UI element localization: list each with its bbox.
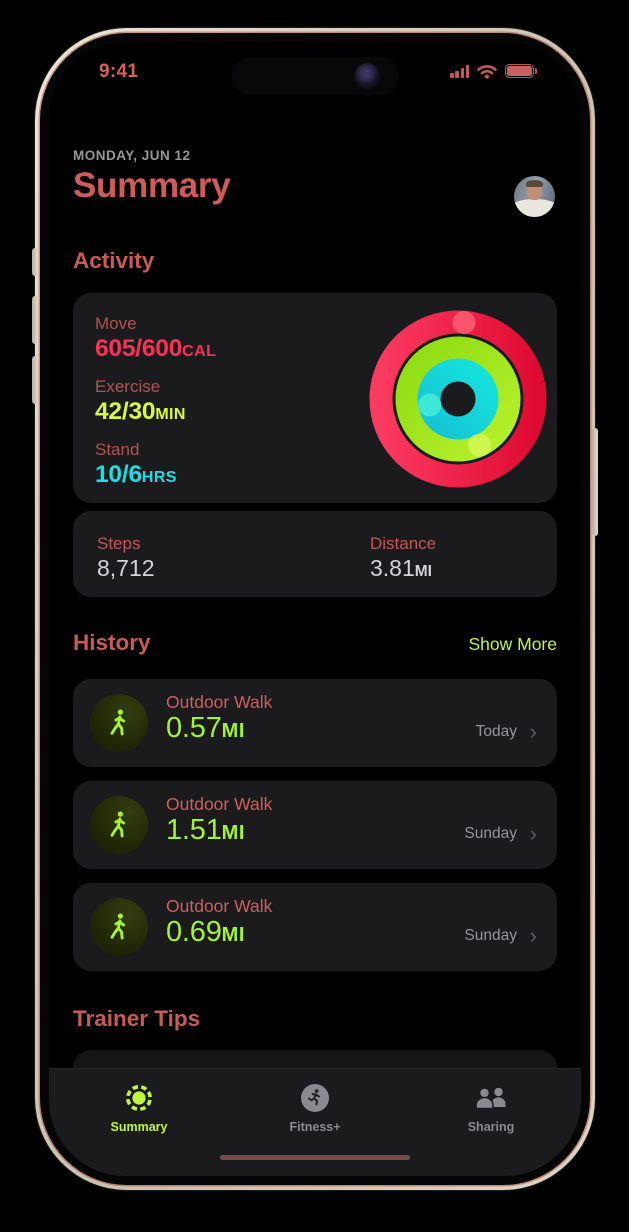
distance-stat: Distance 3.81MI (370, 533, 436, 586)
show-more-button[interactable]: Show More (468, 634, 557, 654)
page-title: Summary (73, 166, 231, 205)
tab-summary[interactable]: Summary (79, 1081, 199, 1134)
phone-bezel: 9:41 MONDAY, JUN 12 (40, 33, 590, 1185)
walk-icon (90, 694, 148, 752)
activity-metrics: Move 605/600CAL Exercise 42/30MIN Stand … (95, 313, 216, 502)
volume-down-button[interactable] (32, 356, 38, 404)
steps-stat: Steps 8,712 (97, 533, 155, 586)
move-metric: Move 605/600CAL (95, 313, 216, 367)
exercise-unit: MIN (155, 406, 186, 423)
workout-type: Outdoor Walk (166, 794, 273, 814)
workout-unit: MI (221, 924, 245, 946)
home-indicator[interactable] (220, 1155, 410, 1160)
chevron-right-icon: › (529, 719, 537, 744)
sharing-people-icon (473, 1081, 509, 1115)
workout-type: Outdoor Walk (166, 896, 273, 916)
dynamic-island (231, 57, 399, 95)
stand-ring-cap (418, 393, 442, 417)
phone-frame: 9:41 MONDAY, JUN 12 (32, 28, 598, 1190)
volume-up-button[interactable] (32, 296, 38, 344)
screen: 9:41 MONDAY, JUN 12 (49, 42, 581, 1176)
tab-sharing[interactable]: Sharing (431, 1081, 551, 1134)
tab-label: Fitness+ (289, 1120, 341, 1134)
workout-when: Sunday (464, 825, 517, 842)
tab-label: Summary (110, 1120, 168, 1134)
workout-row[interactable]: Outdoor Walk 0.69MI Sunday › (73, 883, 557, 971)
exercise-value: 42/30 (95, 398, 156, 425)
action-button[interactable] (32, 248, 38, 276)
summary-rings-icon (122, 1081, 156, 1115)
activity-heading: Activity (73, 248, 155, 273)
stand-value: 10/6 (95, 461, 142, 488)
activity-card[interactable]: Move 605/600CAL Exercise 42/30MIN Stand … (73, 293, 557, 503)
power-button[interactable] (592, 428, 598, 536)
exercise-ring (395, 336, 521, 462)
workout-value: 0.57 (166, 712, 222, 744)
steps-label: Steps (97, 534, 141, 553)
status-icons (450, 63, 538, 79)
walk-icon (90, 796, 148, 854)
history-heading: History (73, 630, 151, 655)
chevron-right-icon: › (529, 923, 537, 948)
move-label: Move (95, 314, 137, 333)
profile-avatar[interactable] (514, 176, 555, 217)
workout-value: 0.69 (166, 916, 222, 948)
avatar-hair (526, 179, 543, 188)
wifi-icon (477, 65, 497, 79)
status-bar: 9:41 (49, 60, 581, 88)
trainer-tips-heading: Trainer Tips (73, 1006, 201, 1031)
stand-unit: HRS (141, 469, 177, 486)
camera-lens (354, 63, 381, 89)
move-value: 605/600 (95, 335, 183, 362)
distance-label: Distance (370, 534, 437, 553)
workout-value: 1.51 (166, 814, 222, 846)
walk-icon (90, 898, 148, 956)
fitness-plus-runner-icon (300, 1081, 330, 1115)
exercise-metric: Exercise 42/30MIN (95, 376, 216, 430)
distance-unit: MI (414, 563, 432, 580)
trainer-tips-card[interactable] (73, 1050, 557, 1068)
workout-when: Today (475, 723, 517, 740)
workout-row[interactable]: Outdoor Walk 1.51MI Sunday › (73, 781, 557, 869)
status-time: 9:41 (99, 61, 139, 82)
battery-icon (505, 64, 538, 78)
tab-fitness-plus[interactable]: Fitness+ (255, 1081, 375, 1134)
workout-row[interactable]: Outdoor Walk 0.57MI Today › (73, 679, 557, 767)
date-label: MONDAY, JUN 12 (73, 148, 191, 163)
exercise-label: Exercise (95, 377, 161, 396)
move-ring-cap (452, 311, 476, 334)
steps-value: 8,712 (97, 555, 155, 581)
exercise-ring-cap (468, 433, 492, 457)
move-unit: CAL (182, 343, 217, 360)
workout-type: Outdoor Walk (166, 692, 273, 712)
steps-distance-card[interactable]: Steps 8,712 Distance 3.81MI (73, 511, 557, 597)
distance-value: 3.81 (370, 555, 415, 581)
tab-label: Sharing (467, 1120, 515, 1134)
workout-unit: MI (221, 720, 245, 742)
chevron-right-icon: › (529, 821, 537, 846)
stand-metric: Stand 10/6HRS (95, 439, 216, 493)
activity-rings (369, 310, 547, 488)
stand-label: Stand (95, 440, 140, 459)
workout-unit: MI (221, 822, 245, 844)
workout-when: Sunday (464, 927, 517, 944)
cellular-signal-icon (450, 64, 469, 78)
avatar-shirt (514, 198, 555, 217)
